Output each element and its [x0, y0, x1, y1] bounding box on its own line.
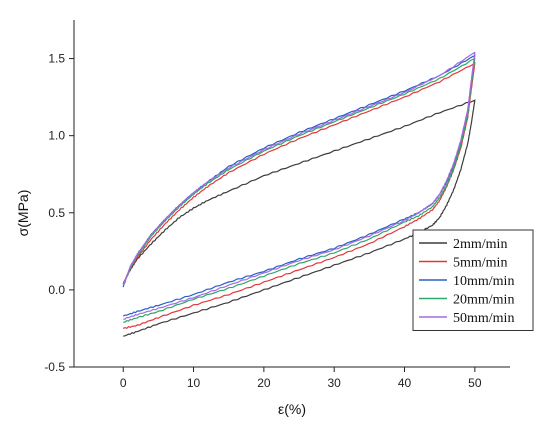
- y-tick-label: -0.5: [44, 360, 65, 374]
- ticks: 0 10 20 30 40 50 -0.5 0.0 0.5 1.0 1.5: [44, 52, 482, 390]
- series-line-2mm-min: [122, 99, 476, 337]
- legend-label: 50mm/min: [453, 311, 514, 326]
- legend: 2mm/min 5mm/min 10mm/min 20mm/min 50mm/min: [412, 229, 534, 331]
- plot-series: [122, 51, 476, 337]
- x-tick-label: 10: [187, 376, 201, 390]
- y-axis-title: σ(MPa): [15, 190, 31, 237]
- y-tick-label: 1.5: [48, 52, 65, 66]
- y-tick-label: 0.5: [48, 206, 65, 220]
- x-tick-label: 0: [120, 376, 127, 390]
- x-tick-label: 50: [468, 376, 482, 390]
- y-tick-label: 1.0: [48, 129, 65, 143]
- legend-label: 20mm/min: [453, 293, 514, 308]
- legend-label: 5mm/min: [453, 256, 507, 271]
- x-tick-label: 30: [328, 376, 342, 390]
- x-tick-label: 40: [398, 376, 412, 390]
- legend-label: 2mm/min: [453, 237, 507, 252]
- x-axis-title: ε(%): [278, 401, 306, 417]
- x-tick-label: 20: [257, 376, 271, 390]
- series-line-50mm-min: [122, 51, 476, 320]
- axes: [73, 20, 510, 368]
- y-tick-label: 0.0: [48, 283, 65, 297]
- legend-label: 10mm/min: [453, 274, 514, 289]
